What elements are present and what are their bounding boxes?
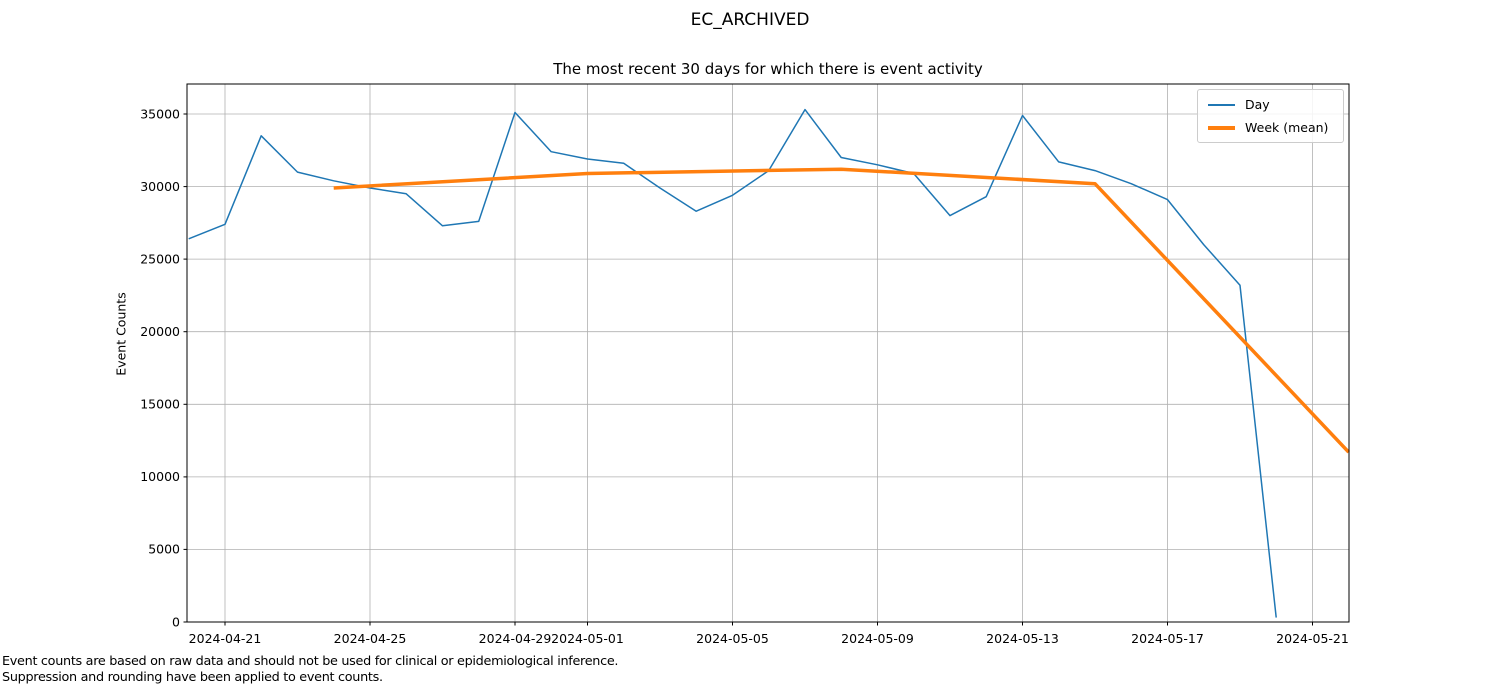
y-tick-label: 0 <box>172 614 180 629</box>
week-mean-line <box>333 167 1350 454</box>
day-series-line <box>188 108 1277 618</box>
y-tick-label: 30000 <box>140 179 180 194</box>
x-tick-label: 2024-04-21 <box>189 631 262 646</box>
y-tick-label: 25000 <box>140 251 180 266</box>
week-line-swatch <box>1208 125 1235 130</box>
x-tick-label: 2024-05-05 <box>696 631 769 646</box>
y-tick-label: 5000 <box>148 542 180 557</box>
disclaimer-line-2: Suppression and rounding have been appli… <box>2 670 383 686</box>
figure-title: EC_ARCHIVED <box>690 10 810 30</box>
y-tick-label: 35000 <box>140 106 180 121</box>
x-tick-label: 2024-04-25 <box>334 631 407 646</box>
x-tick-label: 2024-05-01 <box>551 631 624 646</box>
plot-border <box>186 83 1350 623</box>
legend-label-day: Day <box>1245 97 1270 112</box>
day-line-swatch <box>1208 103 1235 106</box>
y-tick-label: 15000 <box>140 397 180 412</box>
legend-item-week: Week (mean) <box>1208 120 1333 135</box>
disclaimer-line-1: Event counts are based on raw data and s… <box>2 654 619 669</box>
x-tick-label: 2024-05-13 <box>986 631 1059 646</box>
x-tick-label: 2024-05-17 <box>1131 631 1204 646</box>
disclaimer-text: Event counts are based on raw data and s… <box>2 654 618 687</box>
x-tick-label: 2024-05-21 <box>1276 631 1349 646</box>
legend-label-week: Week (mean) <box>1245 120 1329 135</box>
legend: Day Week (mean) <box>1197 89 1344 143</box>
x-tick-label: 2024-04-29 <box>479 631 552 646</box>
y-tick-label: 10000 <box>140 469 180 484</box>
y-tick-label: 20000 <box>140 324 180 339</box>
chart-subtitle: The most recent 30 days for which there … <box>553 60 983 78</box>
legend-item-day: Day <box>1208 97 1333 112</box>
x-tick-label: 2024-05-09 <box>841 631 914 646</box>
